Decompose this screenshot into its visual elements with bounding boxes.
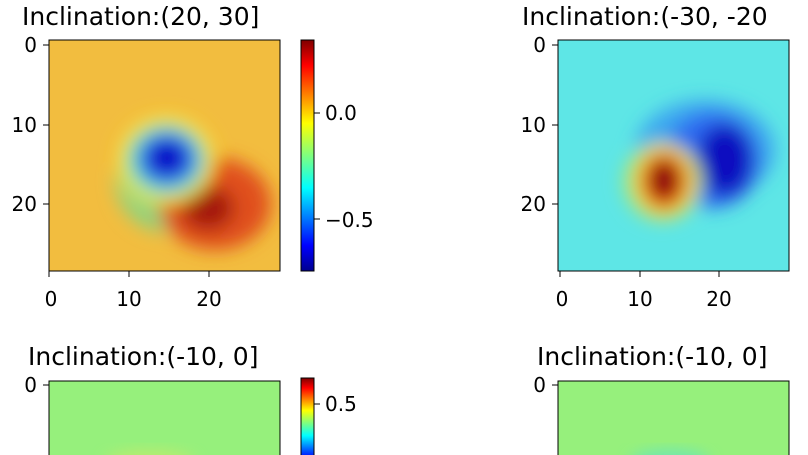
heatmap-panel-4: 0 Inclination:(-10, 0] xyxy=(533,342,790,455)
heatmap-image-3 xyxy=(49,381,280,455)
y-tick-label: 20 xyxy=(521,192,546,216)
heatmap-image-1 xyxy=(49,40,280,271)
y-tick-label: 10 xyxy=(521,113,546,137)
colorbar-tick-label: 0.5 xyxy=(325,392,357,416)
y-tick-label: 0 xyxy=(533,33,546,57)
x-tick-label: 0 xyxy=(45,287,58,311)
colorbar-tick-label: 0.0 xyxy=(325,101,357,125)
x-tick-label: 10 xyxy=(627,287,652,311)
colorbar-3: 0.5 xyxy=(300,377,357,455)
heatmap-image-4 xyxy=(558,381,789,455)
x-axis-2: 0 10 20 xyxy=(556,271,732,311)
heatmap-panel-2: 0 10 20 0 10 20 Inclination:(-30, -20 xyxy=(521,2,790,311)
y-tick-label: 10 xyxy=(12,113,37,137)
y-axis-1: 0 10 20 xyxy=(12,33,49,216)
chart-title: Inclination:(-10, 0] xyxy=(537,342,767,371)
x-tick-label: 10 xyxy=(116,287,141,311)
x-tick-label: 20 xyxy=(706,287,731,311)
x-axis-1: 0 10 20 xyxy=(45,271,222,311)
x-tick-label: 20 xyxy=(196,287,221,311)
heatmap-image-2 xyxy=(558,40,789,271)
y-tick-label: 0 xyxy=(533,373,546,397)
y-tick-label: 20 xyxy=(12,192,37,216)
heatmap-panel-3: 0 Inclination:(-10, 0] 0.5 xyxy=(24,342,357,455)
y-tick-label: 0 xyxy=(24,373,37,397)
chart-title: Inclination:(-30, -20 xyxy=(522,2,768,31)
heatmap-panel-1: 0 10 20 0 10 20 Inclination:(20, 30] 0.0… xyxy=(12,2,374,311)
y-axis-4: 0 xyxy=(533,373,558,397)
x-tick-label: 0 xyxy=(556,287,569,311)
colorbar-1: 0.0 −0.5 xyxy=(300,39,374,272)
chart-title: Inclination:(20, 30] xyxy=(22,2,259,31)
colorbar-tick-label: −0.5 xyxy=(325,208,374,232)
chart-title: Inclination:(-10, 0] xyxy=(28,342,258,371)
y-axis-2: 0 10 20 xyxy=(521,33,558,216)
y-axis-3: 0 xyxy=(24,373,49,397)
y-tick-label: 0 xyxy=(24,33,37,57)
